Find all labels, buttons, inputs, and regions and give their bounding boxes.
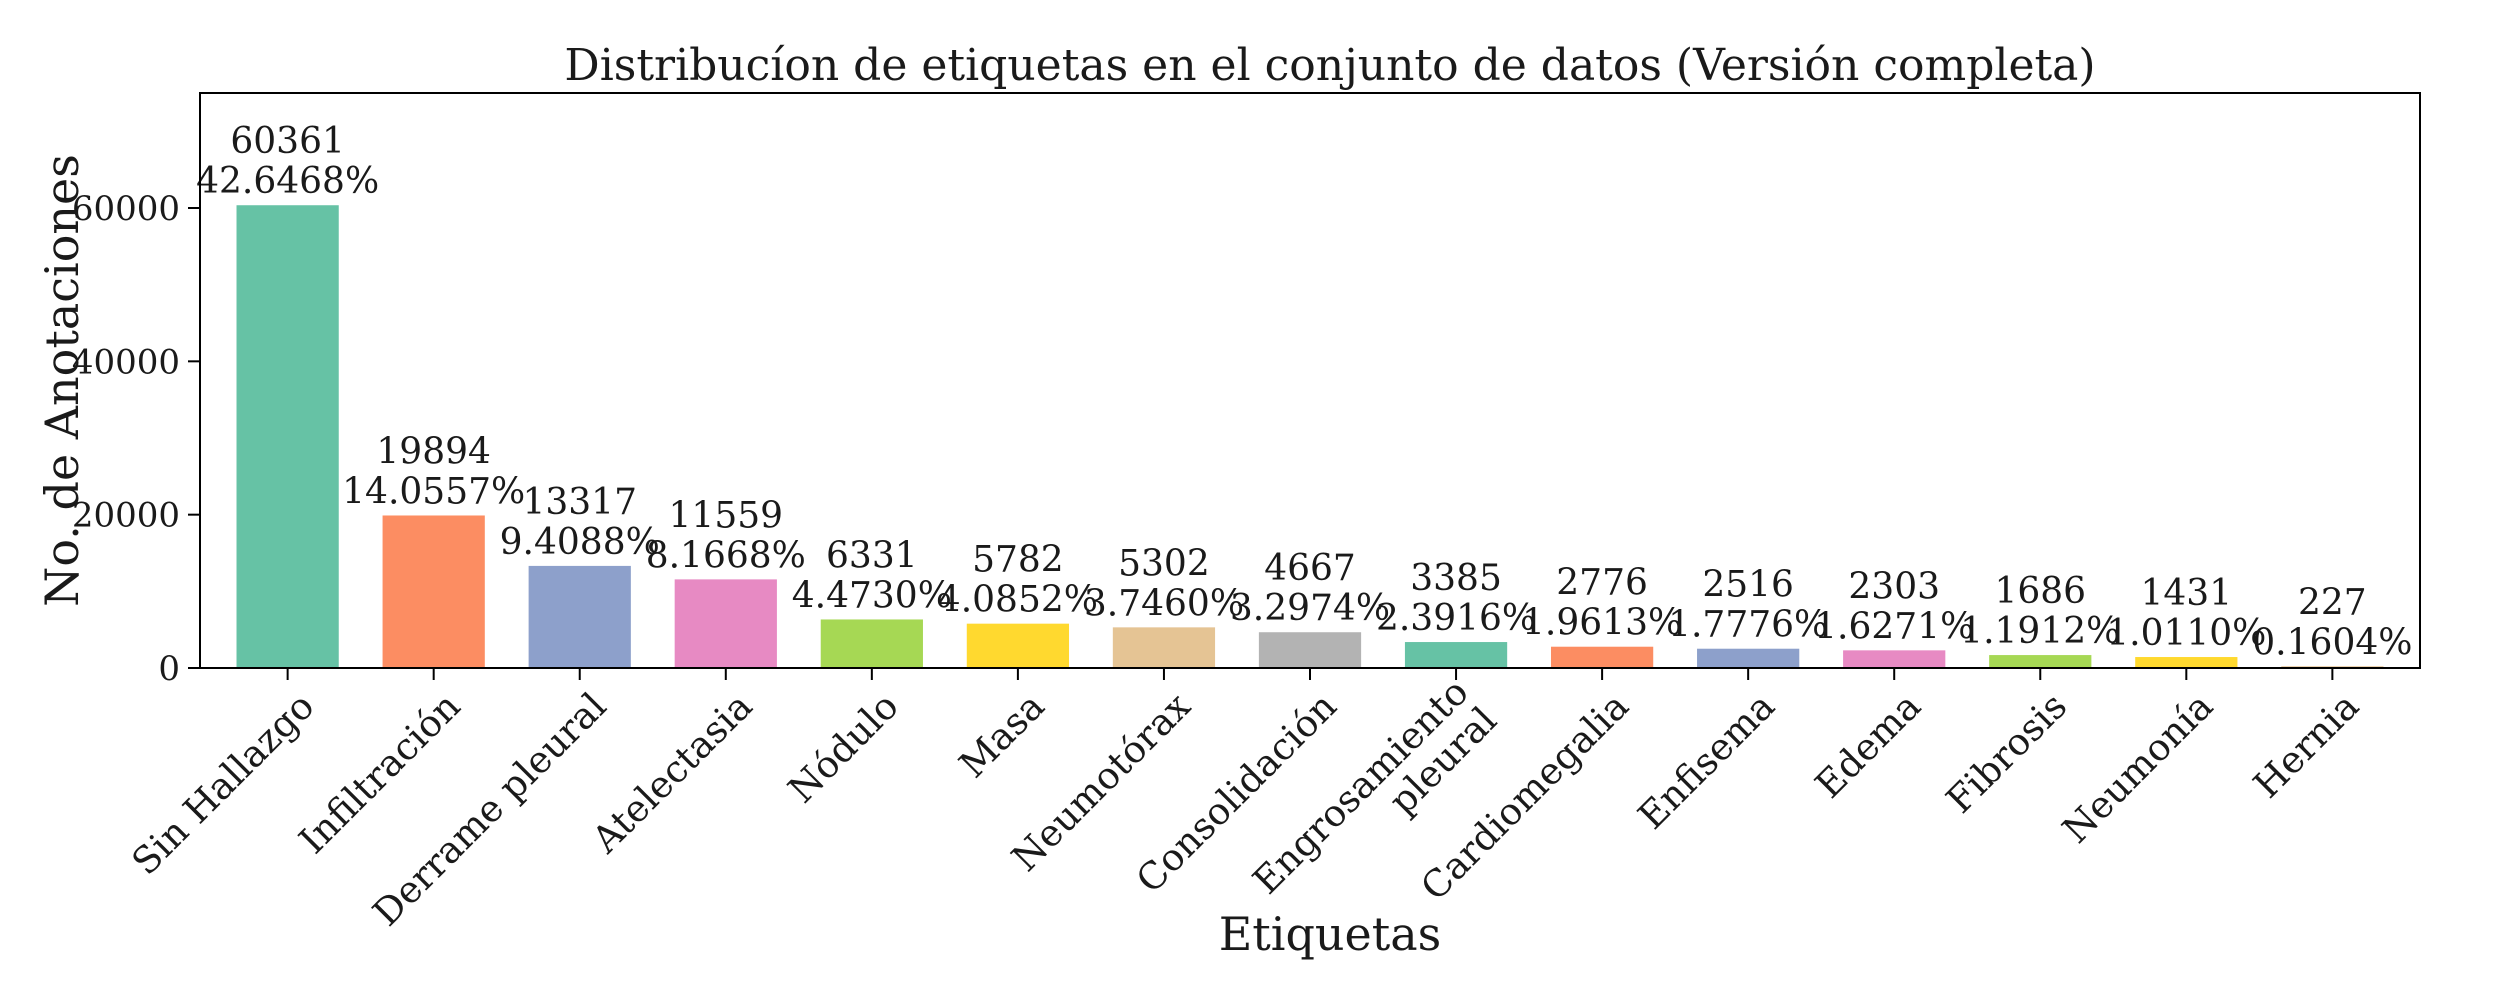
bar[interactable] [1550, 646, 1654, 668]
y-axis-label: No. de Anotaciones [35, 154, 89, 607]
bar-count-label: 2303 [1848, 566, 1940, 607]
y-tick-label: 0 [158, 649, 180, 689]
category-label: Enfisema [1630, 684, 1783, 837]
bar-percent-label: 1.1912% [1960, 611, 2120, 652]
y-axis-ticks: 0 20000 40000 60000 [72, 189, 200, 689]
bars-layer [236, 205, 2384, 668]
bar-count-label: 13317 [522, 482, 637, 523]
bar-percent-label: 0.1604% [2252, 622, 2412, 663]
bar[interactable] [1697, 648, 1800, 668]
x-tick-label: Neumonía [2054, 684, 2221, 851]
bar-percent-label: 9.4088% [500, 522, 660, 563]
bar-percent-label: 2.3916% [1376, 598, 1536, 639]
bar-count-label: 6331 [826, 535, 918, 576]
category-label: Fibrosis [1938, 684, 2075, 821]
bar-count-label: 1686 [1994, 571, 2086, 612]
bar-percent-label: 1.7776% [1668, 605, 1828, 646]
bar-count-label: 1431 [2141, 573, 2233, 614]
x-tick-label: Edema [1807, 684, 1929, 806]
bar-percent-label: 14.0557% [342, 471, 525, 512]
bar-count-label: 60361 [230, 121, 345, 162]
bar[interactable] [1989, 655, 2092, 668]
category-label: Hernia [2245, 684, 2367, 806]
x-tick-label: Enfisema [1630, 684, 1783, 837]
x-tick-label: Masa [951, 684, 1053, 786]
bar-count-label: 5302 [1118, 543, 1210, 584]
bar[interactable] [820, 619, 923, 668]
bar[interactable] [236, 205, 339, 668]
bar-percent-label: 42.6468% [196, 161, 379, 202]
bar[interactable] [1258, 632, 1362, 668]
bar[interactable] [382, 515, 485, 668]
y-tick-label: 40000 [72, 342, 180, 382]
bar[interactable] [2135, 657, 2238, 668]
bar-count-label: 5782 [972, 540, 1064, 581]
category-label: Neumonía [2054, 684, 2221, 851]
x-tick-label: Sin Hallazgo [124, 684, 323, 883]
bar[interactable] [1404, 642, 1508, 668]
bar-percent-label: 3.2974% [1230, 588, 1390, 629]
bar-count-label: 19894 [376, 431, 491, 472]
bar-count-label: 4667 [1264, 548, 1356, 589]
plot-frame [199, 92, 2421, 669]
category-label: Sin Hallazgo [124, 684, 323, 883]
y-tick-label: 20000 [72, 496, 180, 536]
bar-count-label: 11559 [669, 495, 784, 536]
y-tick-label: 60000 [72, 189, 180, 229]
bar-percent-label: 3.7460% [1084, 583, 1244, 624]
bar-percent-label: 1.0110% [2106, 613, 2266, 654]
bar[interactable] [966, 623, 1070, 668]
x-axis-label: Etiquetas [1219, 907, 1442, 961]
category-label: Engrosamientopleural [1245, 670, 1505, 930]
category-label: Masa [951, 684, 1053, 786]
bar[interactable] [1843, 650, 1946, 668]
bar[interactable] [528, 565, 631, 668]
x-tick-label: Engrosamientopleural [1245, 670, 1505, 930]
bar-count-label: 227 [2298, 582, 2367, 623]
x-tick-label: Hernia [2245, 684, 2367, 806]
x-tick-label: Nódulo [780, 684, 907, 811]
x-tick-label: Fibrosis [1938, 684, 2075, 821]
bar-percent-label: 8.1668% [646, 535, 806, 576]
category-label: Edema [1807, 684, 1929, 806]
bar-percent-label: 1.6271% [1814, 606, 1974, 647]
bar-percent-label: 1.9613% [1522, 603, 1682, 644]
bar-percent-label: 4.0852% [938, 580, 1098, 621]
category-label: Nódulo [780, 684, 907, 811]
bar-percent-label: 4.4730% [792, 575, 952, 616]
bar-count-label: 3385 [1410, 558, 1502, 599]
bar-count-label: 2516 [1702, 565, 1794, 606]
bar-count-label: 2776 [1556, 563, 1648, 604]
chart-title: Distribucíon de etiquetas en el conjunto… [564, 40, 2095, 91]
bar[interactable] [1112, 627, 1216, 668]
bar[interactable] [674, 579, 777, 668]
